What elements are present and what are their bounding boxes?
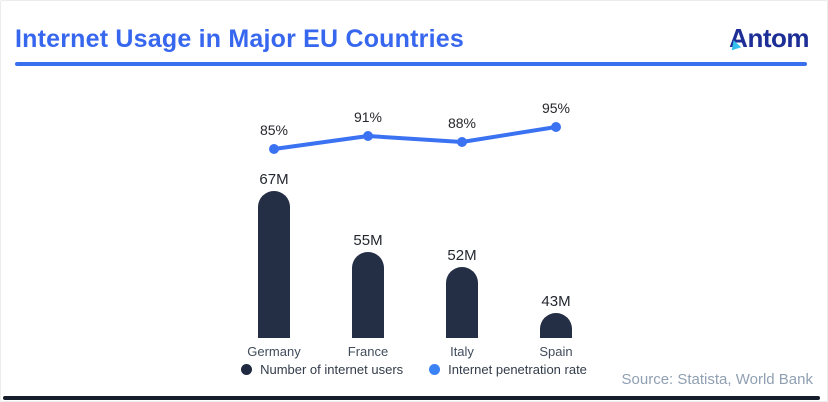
legend-users-label: Number of internet users xyxy=(260,362,404,377)
line-point-spain xyxy=(551,122,561,132)
bar-germany xyxy=(258,191,290,338)
legend-rate-dot-icon xyxy=(429,364,441,375)
bar-value-label-spain: 43M xyxy=(541,293,571,310)
bar-value-label-france: 55M xyxy=(353,232,383,249)
percent-label-germany: 85% xyxy=(259,122,289,138)
source-note: Source: Statista, World Bank xyxy=(621,371,813,388)
legend-item-rate: Internet penetration rate xyxy=(429,362,587,377)
legend: Number of internet users Internet penetr… xyxy=(1,362,827,377)
line-point-france xyxy=(363,131,373,141)
bar-value-label-germany: 67M xyxy=(259,171,289,188)
line-point-germany xyxy=(269,144,279,154)
penetration-line xyxy=(272,125,558,151)
line-point-italy xyxy=(457,137,467,147)
legend-item-users: Number of internet users xyxy=(241,362,403,377)
bar-italy xyxy=(446,267,478,338)
percent-label-france: 91% xyxy=(353,109,383,125)
percent-label-spain: 95% xyxy=(541,100,571,116)
title-underline xyxy=(15,62,807,66)
country-label-italy: Italy xyxy=(450,344,474,359)
bar-spain xyxy=(540,313,572,338)
percent-label-italy: 88% xyxy=(447,115,477,131)
antom-logo-text: Antom xyxy=(729,23,809,53)
legend-rate-label: Internet penetration rate xyxy=(448,362,587,377)
country-label-france: France xyxy=(347,344,389,359)
legend-users-dot-icon xyxy=(241,364,253,375)
footer-bar xyxy=(3,396,820,400)
country-label-germany: Germany xyxy=(247,344,301,359)
bar-value-label-italy: 52M xyxy=(447,247,477,264)
bar-france xyxy=(352,252,384,338)
antom-logo: Antom xyxy=(729,23,809,54)
country-label-spain: Spain xyxy=(539,344,573,359)
page-title: Internet Usage in Major EU Countries xyxy=(15,25,464,53)
